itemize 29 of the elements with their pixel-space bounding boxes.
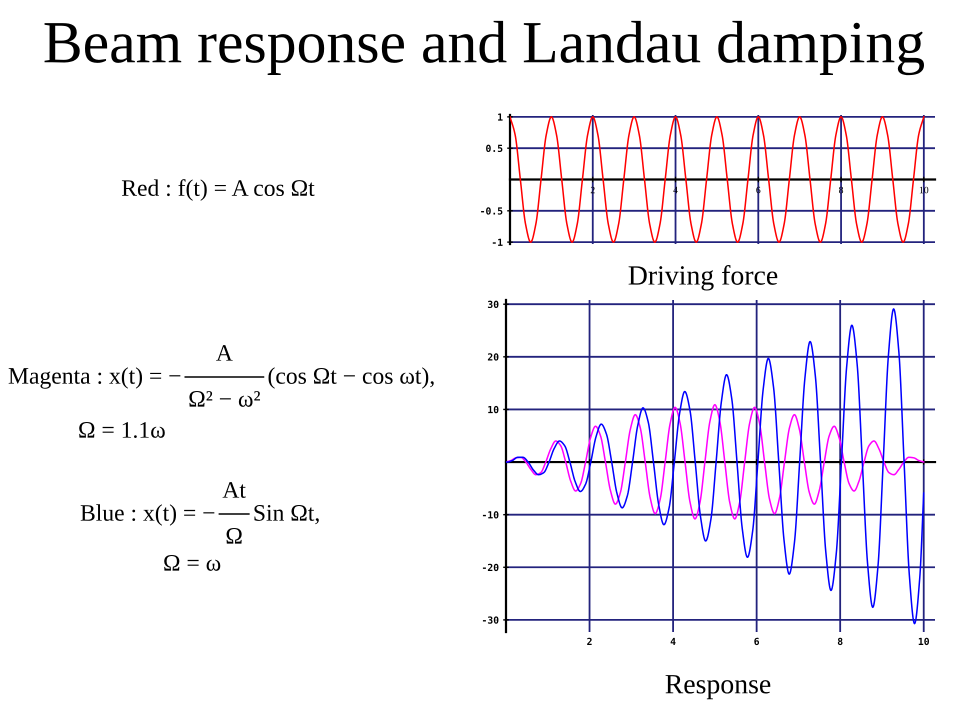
- text: Sin Ωt,: [254, 505, 319, 524]
- y-tick-label: -30: [482, 616, 498, 624]
- text: Ω = 1.1ω: [79, 422, 165, 438]
- y-tick-label: 20: [488, 353, 498, 361]
- x-axis-title: Response: [666, 675, 770, 700]
- y-tick-label: 1: [498, 113, 503, 121]
- text: Red : f(t) = A cos Ωt: [122, 179, 315, 201]
- text: (cos Ωt − cos ωt),: [268, 367, 434, 389]
- text: Magenta : x(t) = −: [8, 367, 180, 389]
- x-tick-label: 6: [754, 638, 760, 646]
- y-tick-label: 0.5: [486, 144, 502, 152]
- x-axis-title: Driving force: [628, 265, 778, 291]
- y-tick-label: -20: [482, 564, 498, 572]
- y-tick-label: -0.5: [481, 207, 502, 215]
- text: Ω² − ω²: [189, 391, 260, 407]
- y-tick-label: -1: [492, 238, 503, 246]
- x-tick-label: 2: [587, 638, 592, 645]
- x-tick-label: 8: [838, 638, 842, 646]
- y-tick-label: 10: [488, 406, 498, 414]
- chart-title: Beam response and Landau damping: [44, 20, 924, 76]
- text: Ω = ω: [164, 555, 220, 571]
- text: Blue : x(t) = −: [80, 504, 214, 526]
- y-tick-label: -10: [482, 511, 498, 518]
- text: At: [222, 482, 246, 498]
- x-tick-label: 4: [670, 638, 676, 645]
- text: Ω: [226, 528, 242, 544]
- y-tick-label: 30: [488, 300, 498, 308]
- x-tick-label: 10: [918, 638, 929, 646]
- text: A: [216, 345, 233, 361]
